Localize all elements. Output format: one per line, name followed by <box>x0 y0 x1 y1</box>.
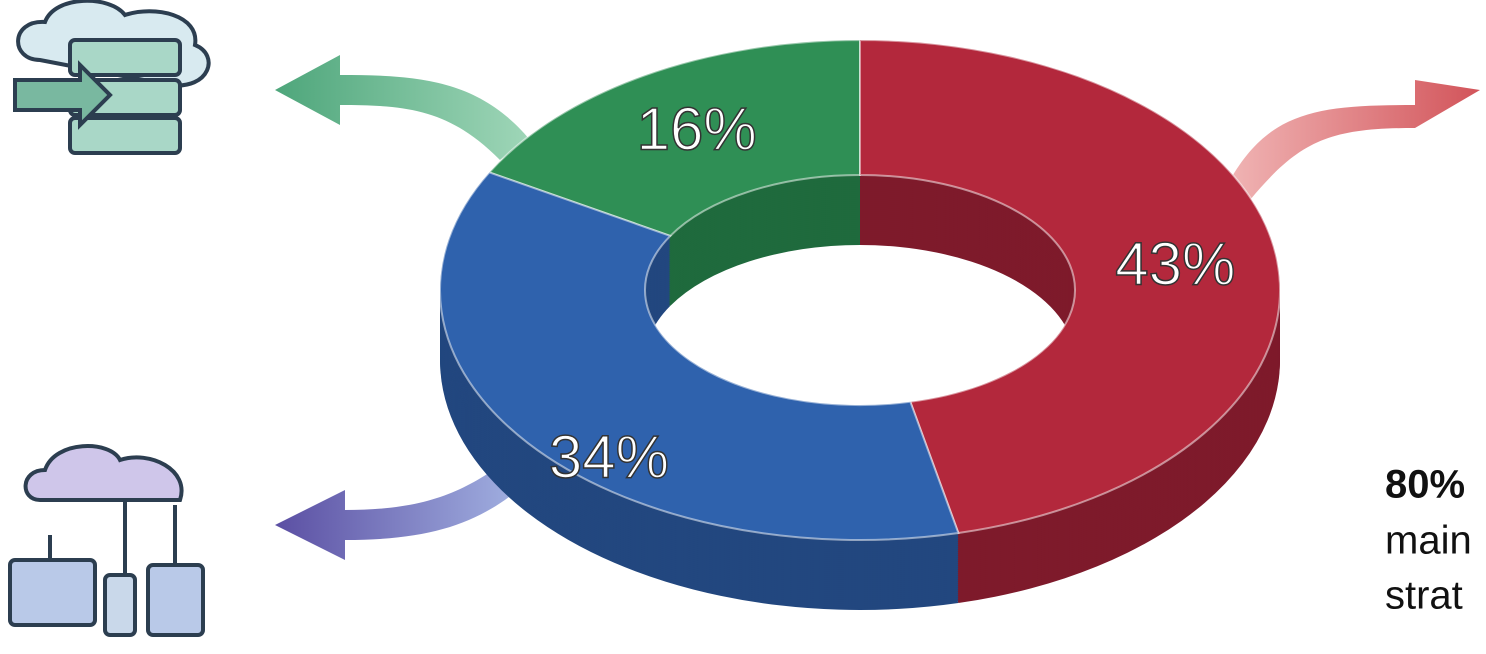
annotation: strat <box>1385 574 1463 618</box>
slice <box>487 38 861 238</box>
arrow-green <box>275 55 530 160</box>
value-label: 34% <box>549 424 669 491</box>
donut: 16% 43% 34% <box>439 38 1281 611</box>
arrow-red <box>1230 80 1480 200</box>
annotation: main <box>1385 519 1472 563</box>
arrows <box>275 55 1480 560</box>
server-icon <box>13 0 211 155</box>
value-label: 43% <box>1115 230 1235 297</box>
value-label: 16% <box>637 95 757 162</box>
slice <box>439 171 960 541</box>
devices-icon <box>8 444 205 637</box>
arrow-blue <box>275 450 540 560</box>
annotation: 80% <box>1385 463 1465 507</box>
slice <box>859 38 1281 535</box>
